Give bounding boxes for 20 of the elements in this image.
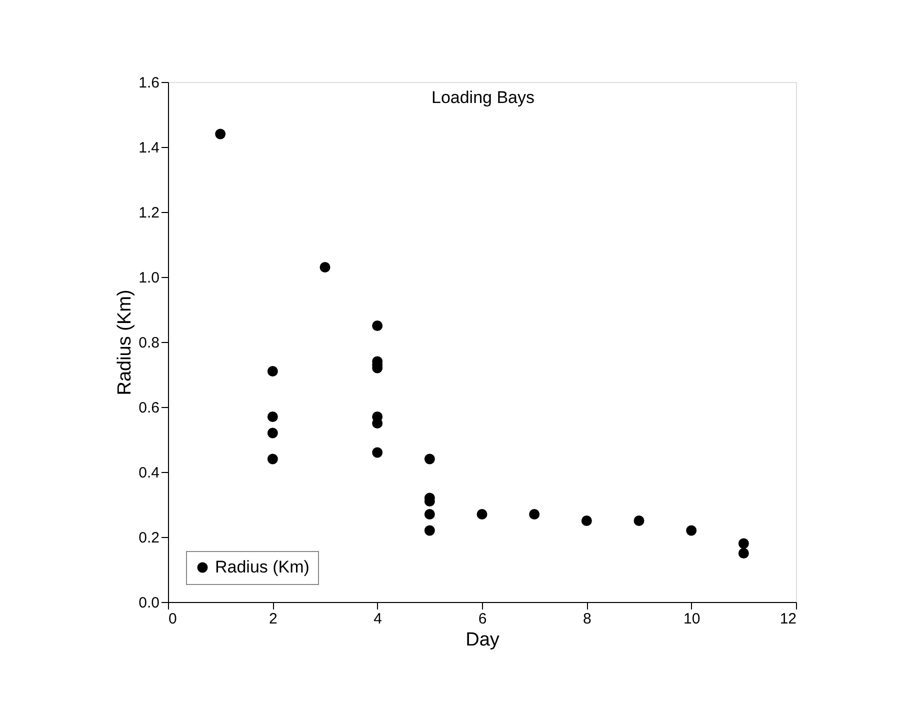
x-tick-label: 0 xyxy=(168,610,177,628)
y-tick-label: 1.4 xyxy=(138,140,160,156)
y-tick-label: 1.2 xyxy=(138,204,160,222)
y-tick-label: 0.8 xyxy=(138,334,160,352)
x-tick-label: 2 xyxy=(268,610,278,628)
x-tick-label: 6 xyxy=(478,610,487,628)
chart-title: Loading Bays xyxy=(431,88,535,107)
y-tick-label: 0.6 xyxy=(138,400,160,416)
y-tick-label: 1.6 xyxy=(138,74,160,92)
x-tick-label: 4 xyxy=(374,610,382,628)
y-tick-label: 1.0 xyxy=(138,270,160,286)
x-tick-label: 10 xyxy=(683,610,700,628)
y-axis-title: Radius (Km) xyxy=(114,290,136,396)
y-tick-label: 0.2 xyxy=(138,530,160,546)
y-tick-label: 0.0 xyxy=(138,594,160,612)
legend-label: Radius (Km) xyxy=(215,558,310,576)
x-axis-title: Day xyxy=(466,630,500,650)
y-tick-label: 0.4 xyxy=(138,464,160,482)
x-tick-label: 12 xyxy=(780,610,796,628)
x-tick-label: 8 xyxy=(582,610,592,628)
